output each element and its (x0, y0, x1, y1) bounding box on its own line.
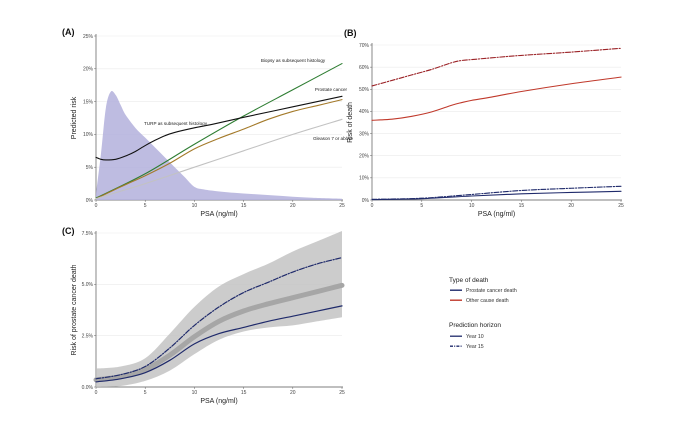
chart-panel-1: 0% 5% 10% 15% 20% 25% 0 5 10 15 20 25 PSA (ng/ml) Pre… (62, 27, 353, 218)
x-tick-label: 25 (339, 203, 345, 209)
series-line-1 (371, 47, 622, 87)
panel-label: (C) (62, 226, 75, 236)
y-tick-label: 7.5% (82, 231, 94, 237)
x-tick-label: 5 (144, 390, 147, 396)
x-tick-label: 10 (469, 203, 475, 209)
y-tick-label: 30% (359, 131, 370, 137)
x-tick-label: 10 (192, 203, 198, 209)
series-annotation: Biopsy as subsequent histology (261, 58, 326, 63)
x-tick-label: 5 (144, 203, 147, 209)
x-tick-label: 20 (568, 203, 574, 209)
series-line-2 (371, 76, 622, 121)
x-tick-label: 0 (371, 203, 374, 209)
series-annotation: TURP as subsequent histology (144, 121, 208, 126)
series-line-2 (95, 99, 343, 200)
y-tick-label: 40% (359, 109, 370, 115)
psa-density-area (96, 91, 342, 200)
y-tick-label: 70% (359, 43, 370, 49)
chart-panel-2: 0% 10% 20% 30% 40% 50% 60% 70% 0 5 10 15 20 25 PSA (ng… (344, 28, 624, 218)
y-tick-label: 0.0% (82, 385, 94, 391)
y-tick-label: 0% (362, 198, 370, 204)
x-tick-label: 15 (241, 390, 247, 396)
x-tick-label: 20 (290, 390, 296, 396)
x-tick-label: 15 (241, 203, 247, 209)
panel-label: (A) (62, 27, 75, 37)
x-tick-label: 10 (192, 390, 198, 396)
y-tick-label: 10% (359, 176, 370, 182)
legend-title-horizon: Prediction horizon (449, 322, 501, 329)
legend-item-label: Other cause death (466, 298, 509, 304)
legend-item-label: Year 15 (466, 344, 484, 350)
series-line-4 (371, 190, 622, 201)
chart-panel-3: 0.0% 2.5% 5.0% 7.5% 0 5 10 15 20 25 PSA (ng/ml) Ris… (62, 226, 345, 405)
panel-label: (B) (344, 28, 357, 38)
series-annotation: Prostate cancer (315, 87, 348, 92)
confidence-band (96, 230, 342, 387)
legend: Type of death Prostate cancer death Other … (449, 277, 517, 350)
x-tick-label: 25 (618, 203, 624, 209)
x-tick-label: 20 (290, 203, 296, 209)
y-axis-title: Predicted risk (71, 96, 78, 139)
y-tick-label: 15% (83, 99, 94, 105)
y-tick-label: 60% (359, 65, 370, 71)
legend-item-label: Year 10 (466, 334, 484, 340)
legend-item-label: Prostate cancer death (466, 288, 517, 294)
series-line-4 (95, 118, 343, 200)
x-axis-title: PSA (ng/ml) (200, 398, 237, 405)
y-tick-label: 50% (359, 87, 370, 93)
x-tick-label: 5 (420, 203, 423, 209)
x-tick-label: 25 (339, 390, 345, 396)
x-tick-label: 15 (519, 203, 525, 209)
series-line-1 (95, 63, 343, 199)
y-tick-label: 20% (83, 67, 94, 73)
y-tick-label: 25% (83, 34, 94, 40)
y-tick-label: 0% (86, 198, 94, 204)
y-tick-label: 5% (86, 165, 94, 171)
series-line-3 (95, 95, 343, 161)
y-axis-title: Risk of prostate cancer death (71, 264, 78, 355)
y-tick-label: 20% (359, 154, 370, 160)
y-tick-label: 10% (83, 132, 94, 138)
series-annotation: Gleason 7 or above (313, 136, 354, 141)
x-axis-title: PSA (ng/ml) (200, 211, 237, 218)
x-tick-label: 0 (95, 203, 98, 209)
x-tick-label: 0 (95, 390, 98, 396)
y-tick-label: 5.0% (82, 282, 94, 288)
series-line-3 (371, 185, 622, 200)
x-axis-title: PSA (ng/ml) (478, 211, 515, 218)
legend-title-type: Type of death (449, 277, 489, 284)
series-line-2 (95, 257, 343, 380)
series-line-1 (93, 282, 345, 383)
y-tick-label: 2.5% (82, 333, 94, 339)
y-axis-title: Risk of death (347, 102, 354, 143)
series-line-3 (95, 305, 343, 383)
